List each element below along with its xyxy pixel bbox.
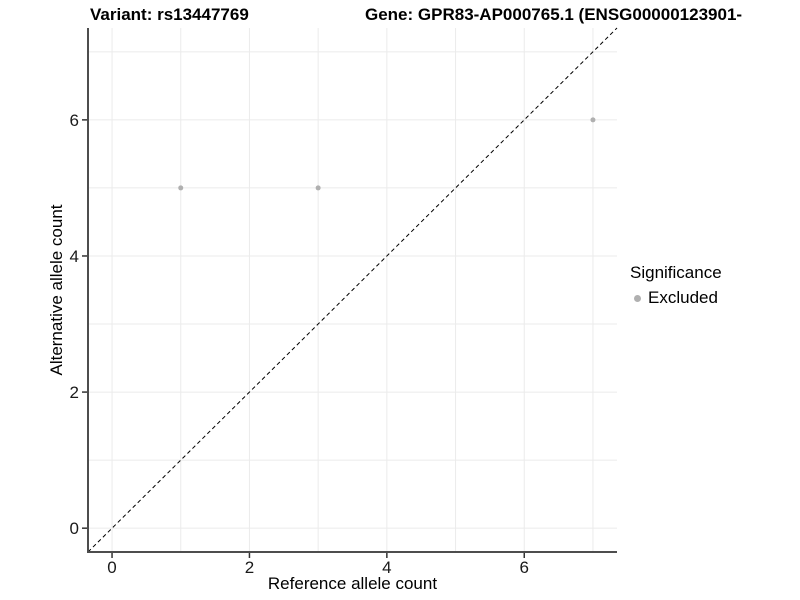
x-axis-title: Reference allele count (267, 574, 438, 593)
variant-title: Variant: rs13447769 (90, 5, 249, 24)
y-tick-label: 4 (70, 247, 79, 266)
x-tick-label: 2 (245, 558, 254, 577)
y-tick-label: 2 (70, 383, 79, 402)
legend-item-label: Excluded (648, 288, 718, 307)
legend-key-dot-icon (634, 294, 641, 302)
data-point (590, 117, 596, 123)
legend: Significance Excluded (630, 263, 722, 308)
y-tick-label: 0 (70, 519, 79, 538)
data-point (315, 185, 321, 191)
legend-item-excluded: Excluded (630, 288, 722, 308)
legend-title: Significance (630, 263, 722, 282)
gene-title: Gene: GPR83-AP000765.1 (ENSG00000123901- (365, 5, 743, 24)
x-tick-label: 4 (382, 558, 391, 577)
x-tick-label: 6 (520, 558, 529, 577)
identity-line (87, 27, 618, 553)
data-point (178, 185, 184, 191)
y-tick-label: 6 (70, 111, 79, 130)
x-tick-label: 0 (107, 558, 116, 577)
y-axis-title: Alternative allele count (47, 204, 66, 376)
